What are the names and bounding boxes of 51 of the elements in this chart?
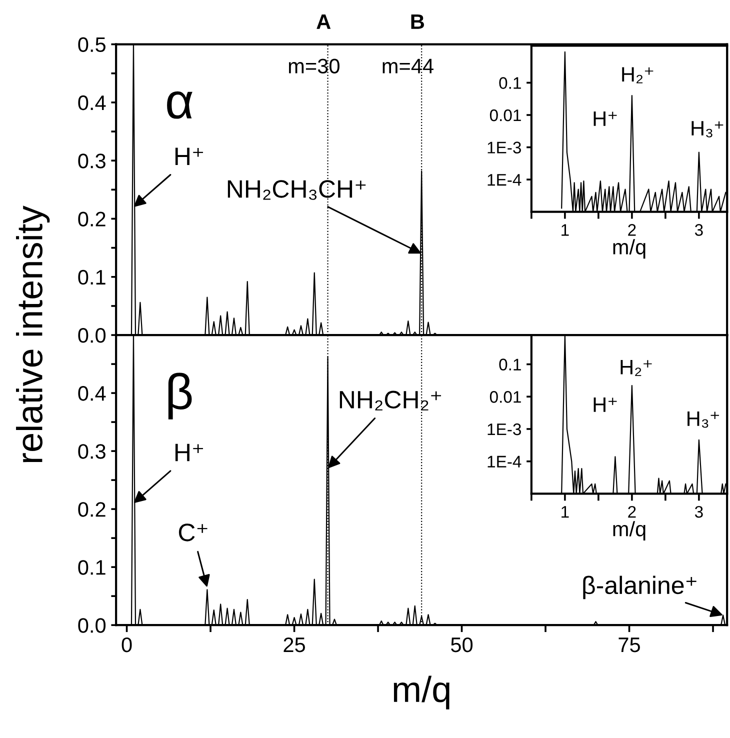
x-tick-label: 2 xyxy=(628,506,636,518)
y-tick-label: 0.3 xyxy=(78,444,106,459)
annotation: H⁺ xyxy=(594,398,617,412)
y-tick-label: 1E-4 xyxy=(488,174,522,186)
y-tick-label: 1E-3 xyxy=(488,142,521,154)
y-tick-label: 0.5 xyxy=(78,37,106,52)
x-tick-label: 3 xyxy=(694,506,703,518)
annotation: C⁺ xyxy=(178,524,208,542)
annotation: H⁺ xyxy=(175,444,203,462)
y-tick-label: 1E-3 xyxy=(488,423,521,436)
x-tick-label: 1 xyxy=(562,224,569,236)
y-tick-label: 0.0 xyxy=(78,328,106,343)
y-tick-label: 0.3 xyxy=(78,154,106,168)
y-tick-label: 0.2 xyxy=(78,502,106,517)
annotation: H⁺ xyxy=(175,148,203,165)
annotation: H₃⁺ xyxy=(688,412,719,428)
y-tick-label: 1E-4 xyxy=(488,456,522,468)
annotation: H₂⁺ xyxy=(620,360,652,376)
annotation: β-alanine⁺ xyxy=(583,576,696,600)
annotation: NH₂CH₂⁺ xyxy=(340,390,442,410)
y-tick-label: 0.2 xyxy=(78,212,106,226)
annotation: H₃⁺ xyxy=(692,121,724,138)
x-tick-label: 0 xyxy=(122,637,132,652)
x-tick-label: 75 xyxy=(618,638,640,652)
x-tick-label: 3 xyxy=(694,224,703,236)
annotation: H₂⁺ xyxy=(622,67,654,84)
y-axis-title: relative intensity xyxy=(16,206,50,462)
text: B xyxy=(411,14,424,29)
x-tick-label: 25 xyxy=(284,637,305,652)
annotation: β xyxy=(168,372,192,420)
y-tick-label: 0.1 xyxy=(78,560,106,575)
annotation: NH₂CH₃CH⁺ xyxy=(228,180,366,200)
ref-line-label: m=44 xyxy=(382,58,434,74)
y-tick-label: 0.1 xyxy=(499,358,521,370)
ref-line-label: m=30 xyxy=(288,58,340,74)
annotation: α xyxy=(167,91,192,119)
y-tick-label: 0.0 xyxy=(78,618,106,633)
x-axis-title: m/q xyxy=(613,521,646,540)
x-tick-label: 50 xyxy=(451,637,473,652)
y-tick-label: 0.1 xyxy=(499,77,521,89)
y-tick-label: 0.1 xyxy=(78,270,106,285)
text: A xyxy=(316,14,331,29)
y-tick-label: 0.4 xyxy=(78,95,106,110)
y-tick-label: 0.4 xyxy=(78,386,106,401)
x-tick-label: 2 xyxy=(628,224,636,236)
x-tick-label: 1 xyxy=(562,506,569,518)
x-axis-title: m/q xyxy=(394,676,450,710)
annotation: H⁺ xyxy=(594,112,617,126)
x-axis-title: m/q xyxy=(613,239,646,259)
y-tick-label: 0.01 xyxy=(490,109,521,122)
y-tick-label: 0.01 xyxy=(490,391,521,403)
